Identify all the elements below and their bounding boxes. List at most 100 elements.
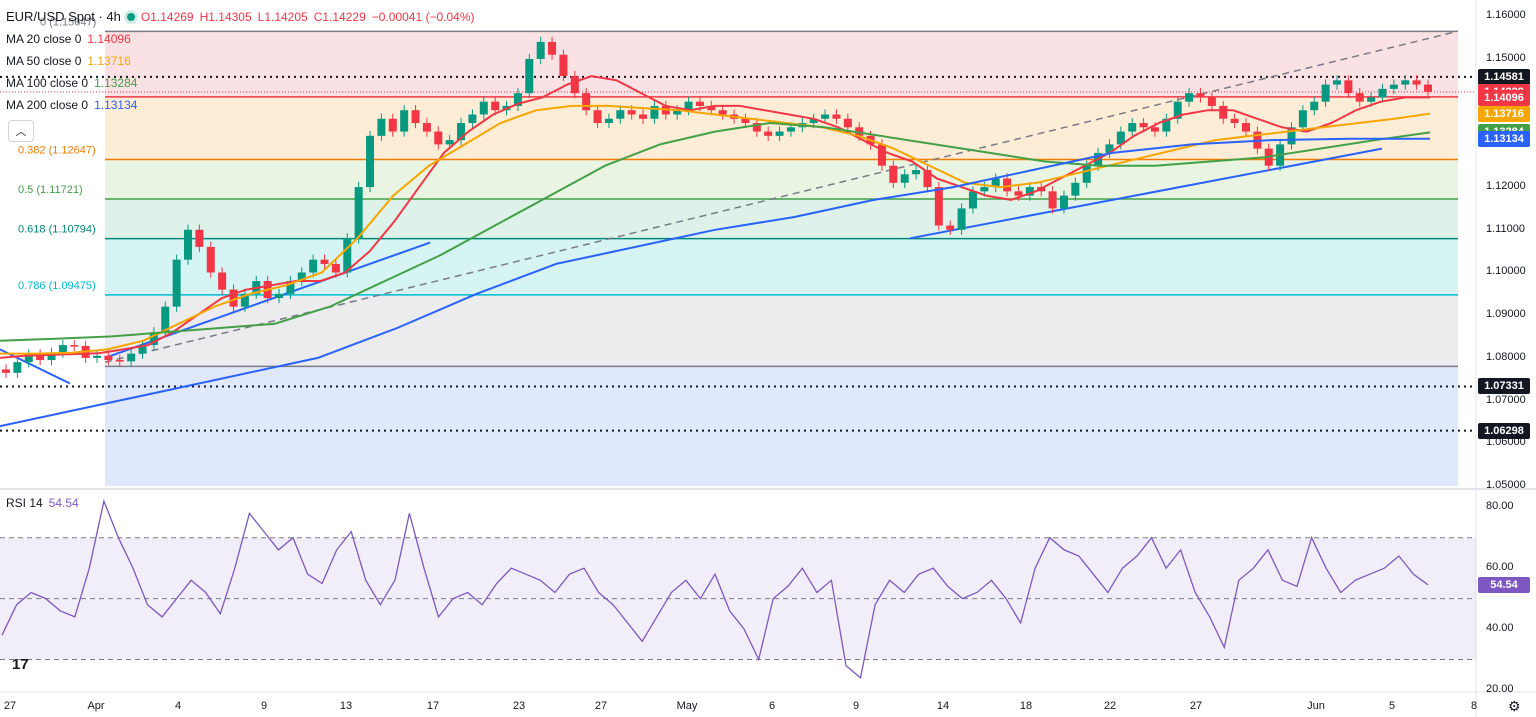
candle-body [1389, 84, 1398, 89]
price-tick-label: 1.06000 [1486, 436, 1526, 449]
price-tick-label: 1.09000 [1486, 308, 1526, 321]
indicator-value: 1.13134 [94, 98, 138, 112]
rsi-tick-label: 40.00 [1486, 622, 1514, 635]
blue-trendline [0, 348, 71, 385]
time-tick-label: May [676, 700, 698, 712]
time-tick-label: 13 [339, 700, 353, 712]
fib-zone [105, 31, 1458, 97]
candle-body [479, 101, 488, 115]
candle-body [286, 281, 295, 294]
time-tick-label: 8 [1470, 700, 1478, 712]
rsi-tick-label: 60.00 [1486, 561, 1514, 574]
candle-body [206, 246, 215, 273]
candle-body [1003, 178, 1012, 192]
candle-body [923, 170, 932, 188]
candle-body [582, 93, 591, 111]
candle-body [422, 123, 431, 132]
candle-body [1344, 80, 1353, 94]
candle-body [1150, 127, 1159, 132]
time-tick-label: 14 [936, 700, 950, 712]
rsi-label: RSI 14 [6, 496, 43, 510]
candle-body [1310, 101, 1319, 111]
candle-body [991, 178, 1000, 188]
candle-body [946, 225, 955, 230]
candle-body [1128, 123, 1137, 132]
fib-label: 0 (1.15647) [40, 16, 96, 28]
candle-body [1378, 88, 1387, 98]
gear-icon[interactable]: ⚙ [1508, 698, 1521, 714]
candle-body [309, 259, 318, 273]
time-tick-label: 27 [3, 700, 17, 712]
chevron-up-icon: ︿ [15, 126, 27, 138]
time-tick-label: 5 [1388, 700, 1396, 712]
candle-body [13, 362, 22, 373]
candle-body [343, 238, 352, 273]
fib-label: 0.5 (1.11721) [18, 184, 83, 196]
candle-body [1207, 97, 1216, 106]
candle-body [957, 208, 966, 230]
market-status-icon [126, 13, 135, 21]
time-tick-label: 23 [512, 700, 526, 712]
blue-trendline [909, 147, 1383, 240]
candle-body [821, 114, 830, 119]
candle-body [1219, 105, 1228, 119]
collapse-legend-button[interactable]: ︿ [8, 120, 34, 142]
candle-body [604, 118, 613, 124]
price-tick-label: 1.16000 [1486, 9, 1526, 22]
candle-body [377, 118, 386, 136]
candle-body [775, 131, 784, 136]
candle-body [1082, 165, 1091, 183]
candle-body [855, 127, 864, 136]
candle-body [1014, 191, 1023, 196]
candle-body [218, 272, 227, 290]
indicator-ma50[interactable]: MA 50 close 0 1.13716 [6, 50, 475, 72]
ohlc-open: O1.14269 [140, 10, 194, 24]
price-badge: 1.14581 [1478, 68, 1530, 85]
candle-body [593, 110, 602, 124]
candle-body [1139, 123, 1148, 128]
indicator-value: 1.13284 [94, 76, 138, 90]
candle-body [1185, 93, 1194, 102]
candle-body [457, 123, 466, 141]
candle-body [138, 345, 147, 354]
indicator-ma20[interactable]: MA 20 close 0 1.14096 [6, 28, 475, 50]
indicator-label: MA 100 close 0 [6, 76, 89, 90]
price-tick-label: 1.12000 [1486, 180, 1526, 193]
price-badge: 1.14096 [1478, 89, 1530, 106]
rsi-legend[interactable]: RSI 14 54.54 [6, 496, 79, 510]
candle-body [1196, 93, 1205, 98]
ohlc-low: L1.14205 [257, 10, 308, 24]
candle-body [1048, 191, 1057, 209]
candle-body [570, 76, 579, 94]
candle-body [889, 165, 898, 183]
rsi-line [1, 498, 1429, 680]
price-badge: 1.13716 [1478, 105, 1530, 122]
price-badge: 1.13134 [1478, 130, 1530, 147]
indicator-label: MA 20 close 0 [6, 32, 82, 46]
candle-body [320, 259, 329, 264]
price-tick-label: 1.08000 [1486, 350, 1526, 363]
candle-body [400, 110, 409, 132]
candle-body [127, 353, 136, 362]
rsi-badge: 54.54 [1478, 576, 1530, 593]
candle-body [832, 114, 841, 119]
rsi-tick-label: 20.00 [1486, 683, 1514, 695]
candle-body [639, 114, 648, 119]
fib-zone [105, 159, 1458, 199]
tradingview-logo[interactable]: 17 [12, 656, 29, 673]
candle-body [980, 187, 989, 192]
ma-line [0, 122, 1431, 342]
candle-body [968, 191, 977, 209]
indicator-ma200[interactable]: MA 200 close 0 1.13134 [6, 94, 475, 116]
price-tick-label: 1.07000 [1486, 393, 1526, 406]
time-tick-label: 9 [260, 700, 268, 712]
candle-body [47, 352, 56, 361]
symbol-title[interactable]: EUR/USD Spot · 4h [6, 9, 121, 24]
ma-line [0, 137, 1430, 428]
candle-body [240, 293, 249, 307]
indicator-ma100[interactable]: MA 100 close 0 1.13284 [6, 72, 475, 94]
candle-body [718, 110, 727, 115]
ma-line [0, 75, 1430, 359]
candle-body [707, 105, 716, 111]
